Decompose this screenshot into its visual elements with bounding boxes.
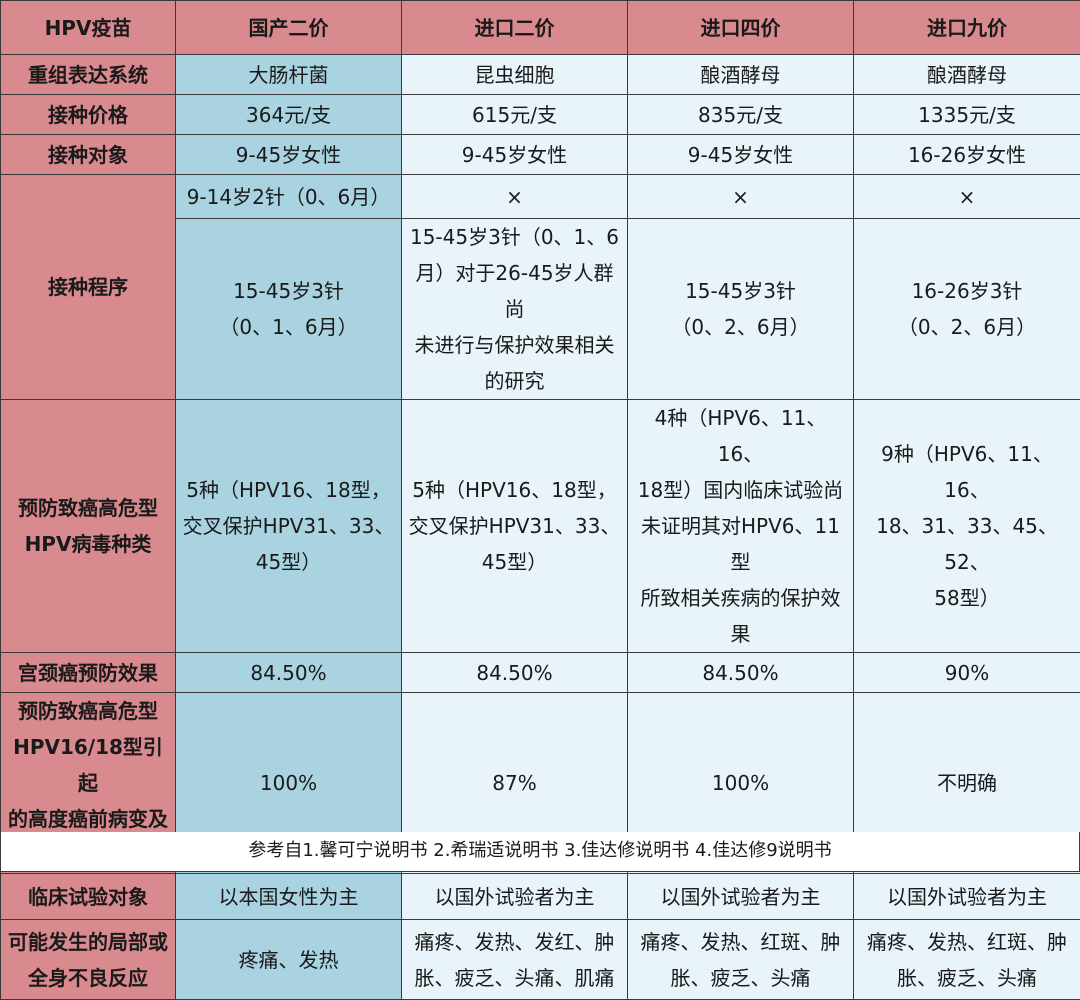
cell: 15-45岁3针（0、1、6 月）对于26-45岁人群尚 未进行与保护效果相关 … xyxy=(402,219,628,400)
row-hpv-types: 预防致癌高危型 HPV病毒种类 5种（HPV16、18型， 交叉保护HPV31、… xyxy=(1,400,1080,653)
cell: 90% xyxy=(854,653,1080,693)
cell: 84.50% xyxy=(402,653,628,693)
cell: 痛疼、发热、红斑、肿 胀、疲乏、头痛 xyxy=(854,920,1080,1000)
row-expression-system: 重组表达系统 大肠杆菌 昆虫细胞 酿酒酵母 酿酒酵母 xyxy=(1,55,1080,95)
cell: 9-45岁女性 xyxy=(176,135,402,175)
cell: 疼痛、发热 xyxy=(176,920,402,1000)
cell: 昆虫细胞 xyxy=(402,55,628,95)
cell: 酿酒酵母 xyxy=(854,55,1080,95)
cell: 大肠杆菌 xyxy=(176,55,402,95)
cell: 1335元/支 xyxy=(854,95,1080,135)
cell: 以本国女性为主 xyxy=(176,874,402,920)
cell: 痛疼、发热、红斑、肿 胀、疲乏、头痛 xyxy=(628,920,854,1000)
cell: 15-45岁3针 （0、2、6月） xyxy=(628,219,854,400)
header-imported-bivalent: 进口二价 xyxy=(402,1,628,55)
row-trial: 临床试验对象 以本国女性为主 以国外试验者为主 以国外试验者为主 以国外试验者为… xyxy=(1,874,1080,920)
row-schedule-a: 接种程序 9-14岁2针（0、6月） × × × xyxy=(1,175,1080,219)
cell: 5种（HPV16、18型， 交叉保护HPV31、33、 45型） xyxy=(402,400,628,653)
cell: 16-26岁3针 （0、2、6月） xyxy=(854,219,1080,400)
cell: 9种（HPV6、11、16、 18、31、33、45、52、 58型） xyxy=(854,400,1080,653)
cell: 酿酒酵母 xyxy=(628,55,854,95)
cell: 835元/支 xyxy=(628,95,854,135)
cell: 5种（HPV16、18型， 交叉保护HPV31、33、 45型） xyxy=(176,400,402,653)
row-label: 可能发生的局部或 全身不良反应 xyxy=(1,920,176,1000)
row-label: 接种价格 xyxy=(1,95,176,135)
header-vaccine: HPV疫苗 xyxy=(1,1,176,55)
reference-footer: 参考自1.馨可宁说明书 2.希瑞适说明书 3.佳达修说明书 4.佳达修9说明书 xyxy=(0,832,1080,872)
row-label: 临床试验对象 xyxy=(1,874,176,920)
row-label: 接种程序 xyxy=(1,175,176,400)
row-label: 预防致癌高危型 HPV病毒种类 xyxy=(1,400,176,653)
cell: 9-45岁女性 xyxy=(628,135,854,175)
row-target: 接种对象 9-45岁女性 9-45岁女性 9-45岁女性 16-26岁女性 xyxy=(1,135,1080,175)
cell: 84.50% xyxy=(176,653,402,693)
cell: 15-45岁3针 （0、1、6月） xyxy=(176,219,402,400)
cell: 84.50% xyxy=(628,653,854,693)
header-row: HPV疫苗 国产二价 进口二价 进口四价 进口九价 xyxy=(1,1,1080,55)
cell: 9-45岁女性 xyxy=(402,135,628,175)
cell: 痛疼、发热、发红、肿 胀、疲乏、头痛、肌痛 xyxy=(402,920,628,1000)
cell: × xyxy=(628,175,854,219)
header-domestic-bivalent: 国产二价 xyxy=(176,1,402,55)
cell: 9-14岁2针（0、6月） xyxy=(176,175,402,219)
cell: 364元/支 xyxy=(176,95,402,135)
row-adverse: 可能发生的局部或 全身不良反应 疼痛、发热 痛疼、发热、发红、肿 胀、疲乏、头痛… xyxy=(1,920,1080,1000)
cell: 16-26岁女性 xyxy=(854,135,1080,175)
cell: × xyxy=(402,175,628,219)
cell: 以国外试验者为主 xyxy=(402,874,628,920)
row-label: 重组表达系统 xyxy=(1,55,176,95)
cell: × xyxy=(854,175,1080,219)
row-label: 宫颈癌预防效果 xyxy=(1,653,176,693)
row-label: 接种对象 xyxy=(1,135,176,175)
cell: 615元/支 xyxy=(402,95,628,135)
header-imported-quadrivalent: 进口四价 xyxy=(628,1,854,55)
header-imported-nonavalent: 进口九价 xyxy=(854,1,1080,55)
cell: 4种（HPV6、11、16、 18型）国内临床试验尚 未证明其对HPV6、11型… xyxy=(628,400,854,653)
row-efficacy: 宫颈癌预防效果 84.50% 84.50% 84.50% 90% xyxy=(1,653,1080,693)
cell: 以国外试验者为主 xyxy=(854,874,1080,920)
cell: 以国外试验者为主 xyxy=(628,874,854,920)
row-price: 接种价格 364元/支 615元/支 835元/支 1335元/支 xyxy=(1,95,1080,135)
